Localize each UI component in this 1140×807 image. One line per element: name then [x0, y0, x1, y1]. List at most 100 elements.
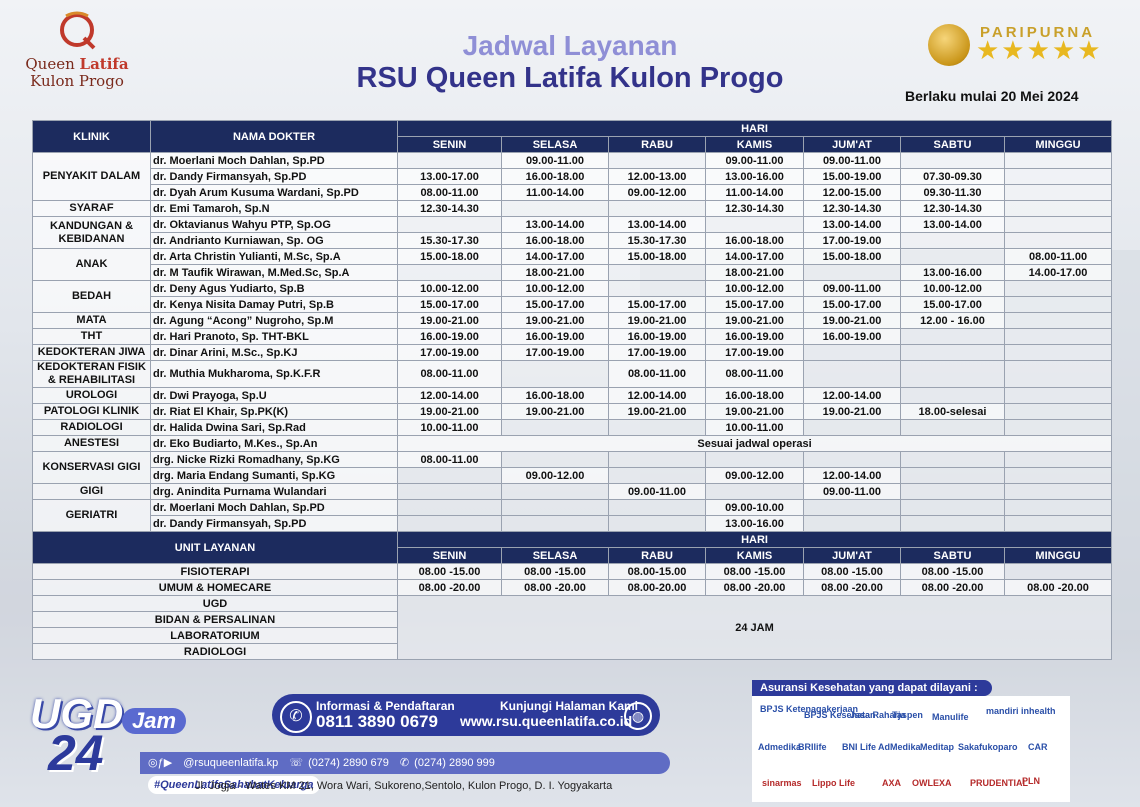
schedule-cell: [803, 451, 901, 468]
logo-text-queen: Queen: [25, 55, 75, 73]
insurance-title: Asuransi Kesehatan yang dapat dilayani :: [752, 680, 992, 696]
schedule-cell: 10.00-11.00: [397, 419, 502, 436]
klinik-cell: GIGI: [32, 483, 151, 500]
unit-schedule-cell: 08.00 -15.00: [397, 563, 502, 580]
schedule-cell: [900, 483, 1005, 500]
unit-schedule-cell: 08.00-20.00: [608, 579, 706, 596]
unit-schedule-cell: [1003, 563, 1113, 580]
schedule-cell: 19.00-21.00: [705, 312, 804, 329]
insurer-logo: Admedika: [758, 742, 802, 752]
schedule-cell: [900, 515, 1005, 532]
unit-schedule-cell: 08.00 -15.00: [803, 563, 901, 580]
schedule-cell: [803, 264, 901, 281]
schedule-cell: 14.00-17.00: [1003, 264, 1113, 281]
page-title: Jadwal Layanan: [462, 30, 678, 61]
unit-schedule-cell: 08.00 -15.00: [900, 563, 1005, 580]
doctor-cell: dr. Moerlani Moch Dahlan, Sp.PD: [150, 499, 398, 516]
schedule-cell: [1003, 232, 1113, 249]
website-link[interactable]: www.rsu.queenlatifa.co.id: [460, 713, 633, 729]
social-handle[interactable]: @rsuqueenlatifa.kp: [183, 757, 279, 769]
telephone-1[interactable]: (0274) 2890 679: [308, 757, 389, 769]
schedule-cell: 08.00-11.00: [608, 360, 706, 388]
effective-date: Berlaku mulai 20 Mei 2024: [905, 88, 1079, 104]
klinik-cell: KONSERVASI GIGI: [32, 451, 151, 484]
klinik-cell: UROLOGI: [32, 387, 151, 404]
schedule-cell: [900, 248, 1005, 265]
insurer-logo: Lippo Life: [812, 778, 855, 788]
doctor-cell: dr. Halida Dwina Sari, Sp.Rad: [150, 419, 398, 436]
schedule-cell: 15.00-19.00: [803, 168, 901, 185]
header-hari: HARI: [396, 120, 1113, 137]
schedule-cell: 19.00-21.00: [397, 403, 502, 420]
unit-name: BIDAN & PERSALINAN: [32, 611, 398, 628]
unit-schedule-cell: 08.00 -15.00: [705, 563, 804, 580]
schedule-cell: 17.00-19.00: [608, 344, 706, 361]
unit-name: UGD: [32, 595, 398, 612]
schedule-cell: [900, 344, 1005, 361]
table-row: UROLOGI dr. Dwi Prayoga, Sp.U 12.00-14.00 1…: [32, 387, 1113, 404]
unit-name: LABORATORIUM: [32, 627, 398, 644]
unit-schedule-cell: 08.00 -20.00: [900, 579, 1005, 596]
schedule-cell: 17.00-19.00: [501, 344, 609, 361]
schedule-cell: 08.00-11.00: [1003, 248, 1113, 265]
schedule-cell: 13.00-17.00: [397, 168, 502, 185]
schedule-span-cell: Sesuai jadwal operasi: [396, 435, 1113, 452]
schedule-cell: 15.00-17.00: [705, 296, 804, 313]
ugd-24-badge: UGD 24 Jam: [30, 690, 200, 790]
schedule-cell: 16.00-18.00: [705, 387, 804, 404]
unit-row: UGD 24 JAM: [32, 595, 1113, 660]
schedule-cell: 15.00-18.00: [803, 248, 901, 265]
schedule-cell: 10.00-12.00: [397, 280, 502, 297]
unit-day-header: MINGGU: [1003, 547, 1113, 564]
insurer-logo: mandiri inhealth: [986, 706, 1056, 716]
doctor-cell: drg. Nicke Rizki Romadhany, Sp.KG: [150, 451, 398, 468]
doctor-cell: dr. Muthia Mukharoma, Sp.K.F.R: [150, 360, 398, 388]
phone-number[interactable]: 0811 3890 0679: [316, 712, 438, 731]
logo-text-location: Kulon Progo: [30, 72, 124, 90]
schedule-cell: 12.30-14.30: [900, 200, 1005, 217]
schedule-cell: [397, 264, 502, 281]
contact-banner: ✆ Informasi & Pendaftaran 0811 3890 0679…: [272, 694, 660, 736]
schedule-cell: [900, 499, 1005, 516]
schedule-cell: [501, 200, 609, 217]
schedule-cell: [608, 451, 706, 468]
klinik-cell: ANESTESI: [32, 435, 151, 452]
table-row: ANESTESI dr. Eko Budiarto, M.Kes., Sp.An S…: [32, 435, 1113, 452]
doctor-cell: dr. Hari Pranoto, Sp. THT-BKL: [150, 328, 398, 345]
unit-schedule-cell: 08.00 -20.00: [1003, 579, 1113, 596]
page-subtitle: RSU Queen Latifa Kulon Progo: [356, 62, 784, 94]
schedule-cell: 15.00-17.00: [501, 296, 609, 313]
schedule-cell: [705, 483, 804, 500]
schedule-cell: 17.00-19.00: [397, 344, 502, 361]
schedule-cell: [501, 499, 609, 516]
schedule-cell: [397, 515, 502, 532]
ugd-hours-number: 24: [48, 725, 104, 781]
schedule-cell: [1003, 419, 1113, 436]
schedule-cell: [900, 419, 1005, 436]
klinik-cell: RADIOLOGI: [32, 419, 151, 436]
schedule-cell: 19.00-21.00: [705, 403, 804, 420]
insurer-logo: BRIlife: [798, 742, 827, 752]
schedule-cell: 13.00-16.00: [705, 515, 804, 532]
schedule-cell: 08.00-11.00: [397, 451, 502, 468]
schedule-cell: [803, 515, 901, 532]
unit-row: RADIOLOGI: [32, 643, 1112, 660]
schedule-cell: 15.00-18.00: [608, 248, 706, 265]
schedule-cell: [608, 467, 706, 484]
schedule-cell: 12.00-14.00: [803, 387, 901, 404]
schedule-cell: [397, 483, 502, 500]
schedule-cell: [608, 499, 706, 516]
schedule-cell: 13.00-16.00: [705, 168, 804, 185]
table-row: dr. Kenya Nisita Damay Putri, Sp.B 15.00-…: [33, 296, 1113, 313]
queen-latifa-emblem-icon: [60, 11, 96, 50]
schedule-cell: 18.00-21.00: [501, 264, 609, 281]
day-header: JUM'AT: [803, 136, 901, 153]
schedule-cell: 16.00-19.00: [803, 328, 901, 345]
unit-row: FISIOTERAPI 08.00 -15.00 08.00 -15.00 08.00…: [32, 563, 1113, 580]
unit-day-header: SELASA: [501, 547, 609, 564]
header-dokter: NAMA DOKTER: [150, 120, 398, 153]
telephone-2[interactable]: (0274) 2890 999: [414, 757, 495, 769]
schedule-cell: 18.00-21.00: [705, 264, 804, 281]
schedule-cell: [705, 216, 804, 233]
schedule-cell: 16.00-19.00: [705, 328, 804, 345]
